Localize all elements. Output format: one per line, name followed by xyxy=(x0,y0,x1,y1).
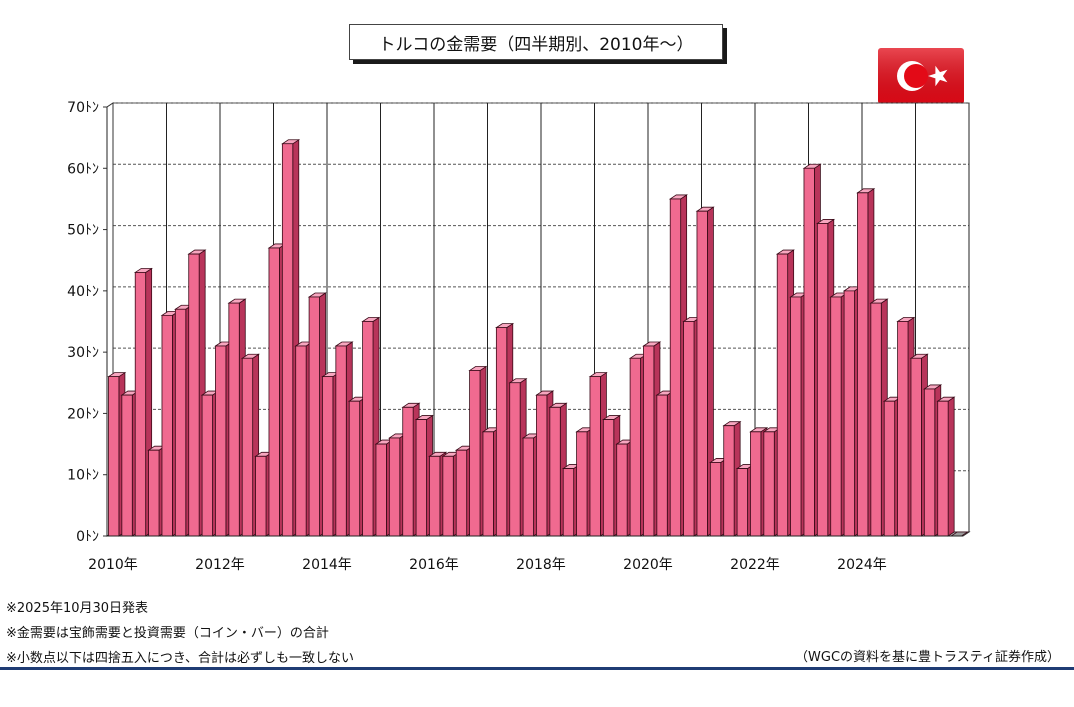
bar-front xyxy=(268,247,280,537)
bar-front xyxy=(830,296,842,537)
flag-crescent-inner xyxy=(904,64,928,88)
bar-front xyxy=(281,143,294,537)
bar-front xyxy=(348,400,361,537)
bar-chart: 0ﾄﾝ 10ﾄﾝ 20ﾄﾝ 30ﾄﾝ 40ﾄﾝ 50ﾄﾝ 60ﾄﾝ 70ﾄﾝ 2010年 2012… xyxy=(67,100,971,573)
bar-front xyxy=(482,431,494,537)
x-tick-label: 2020年 xyxy=(623,557,673,573)
bar-front xyxy=(255,455,267,537)
chart-title: トルコの金需要（四半期別、2010年～） xyxy=(349,24,723,60)
bar-front xyxy=(188,253,200,537)
source-note: （WGCの資料を基に豊トラスティ証券作成） xyxy=(795,650,1060,665)
footnote-rounding: ※小数点以下は四捨五入につき、合計は必ずしも一致しない xyxy=(6,651,354,666)
bar-front xyxy=(362,321,374,537)
y-tick-label: 40ﾄﾝ xyxy=(67,284,99,300)
bar-front xyxy=(857,192,869,537)
bar-front xyxy=(455,449,468,537)
bar-side xyxy=(947,396,955,537)
bar-front xyxy=(429,455,441,537)
footnote-release-date: ※2025年10月30日発表 xyxy=(6,601,149,616)
bar-front xyxy=(803,167,815,537)
bar-front xyxy=(696,210,708,537)
footnote-definition: ※金需要は宝飾需要と投資需要（コイン・バー）の合計 xyxy=(6,626,329,641)
bar-front xyxy=(442,455,454,537)
bar-front xyxy=(736,468,748,537)
bar-front xyxy=(161,314,173,537)
bar-front xyxy=(883,400,896,537)
bar-front xyxy=(402,406,414,537)
bar-front xyxy=(522,437,534,537)
bar-front xyxy=(469,370,481,537)
bar-2025Q3 xyxy=(936,396,956,537)
bar-front xyxy=(656,394,668,537)
bar-front xyxy=(870,302,882,537)
bar-front xyxy=(549,406,561,537)
bar-front xyxy=(643,345,655,537)
bar-front xyxy=(335,345,347,537)
y-tick-label: 20ﾄﾝ xyxy=(67,406,99,422)
x-tick-label: 2022年 xyxy=(730,557,780,573)
bar-front xyxy=(937,400,949,537)
y-tick-label: 60ﾄﾝ xyxy=(67,161,99,177)
bar-front xyxy=(241,357,254,537)
bar-front xyxy=(215,345,227,537)
bar-front xyxy=(322,376,334,537)
x-tick-label: 2016年 xyxy=(409,557,459,573)
bar-front xyxy=(843,290,855,537)
bar-front xyxy=(415,419,427,537)
bar-front xyxy=(897,321,909,537)
y-tick-label: 50ﾄﾝ xyxy=(67,223,99,239)
bar-front xyxy=(723,425,735,537)
bar-front xyxy=(629,357,641,537)
bar-front xyxy=(616,443,628,537)
bar-front xyxy=(108,376,120,537)
bar-front xyxy=(134,272,147,537)
x-tick-label: 2012年 xyxy=(195,557,245,573)
bar-2021Q1 xyxy=(695,206,715,537)
bar-2024Q1 xyxy=(856,188,876,537)
bar-front xyxy=(509,382,521,537)
bar-front xyxy=(763,431,775,537)
bar-2017Q3 xyxy=(508,378,528,537)
bar-front xyxy=(121,394,133,537)
bar-front xyxy=(562,468,575,537)
x-tick-label: 2010年 xyxy=(88,557,138,573)
footer-rule xyxy=(0,667,1074,670)
x-tick-label: 2024年 xyxy=(837,557,887,573)
bar-front xyxy=(375,443,387,537)
bar-front xyxy=(495,327,508,537)
x-tick-label: 2014年 xyxy=(302,557,352,573)
bar-front xyxy=(683,321,695,537)
bar-front xyxy=(308,296,320,537)
bar-front xyxy=(709,462,722,537)
bar-front xyxy=(589,376,601,537)
x-tick-label: 2018年 xyxy=(516,557,566,573)
bar-front xyxy=(536,394,548,537)
bar-front xyxy=(201,394,213,537)
flag-star xyxy=(928,65,948,87)
bar-front xyxy=(669,198,682,537)
bar-front xyxy=(295,345,307,537)
bar-front xyxy=(148,449,160,537)
bar-front xyxy=(576,431,588,537)
bar-2013Q2 xyxy=(281,139,301,537)
bar-front xyxy=(816,223,829,537)
bar-front xyxy=(910,357,922,537)
bar-front xyxy=(923,388,936,537)
y-tick-label: 0ﾄﾝ xyxy=(76,529,99,545)
y-tick-label: 10ﾄﾝ xyxy=(67,468,99,484)
bar-front xyxy=(174,308,187,537)
footnotes: ※2025年10月30日発表 ※金需要は宝飾需要と投資需要（コイン・バー）の合計… xyxy=(6,596,354,671)
bar-front xyxy=(228,302,240,537)
y-tick-label: 30ﾄﾝ xyxy=(67,345,99,361)
bar-front xyxy=(790,296,802,537)
y-tick-label: 70ﾄﾝ xyxy=(67,100,99,116)
bar-front xyxy=(750,431,762,537)
bar-front xyxy=(388,437,401,537)
bar-front xyxy=(602,419,615,537)
bar-front xyxy=(776,253,789,537)
bar-2010Q3 xyxy=(133,267,153,537)
